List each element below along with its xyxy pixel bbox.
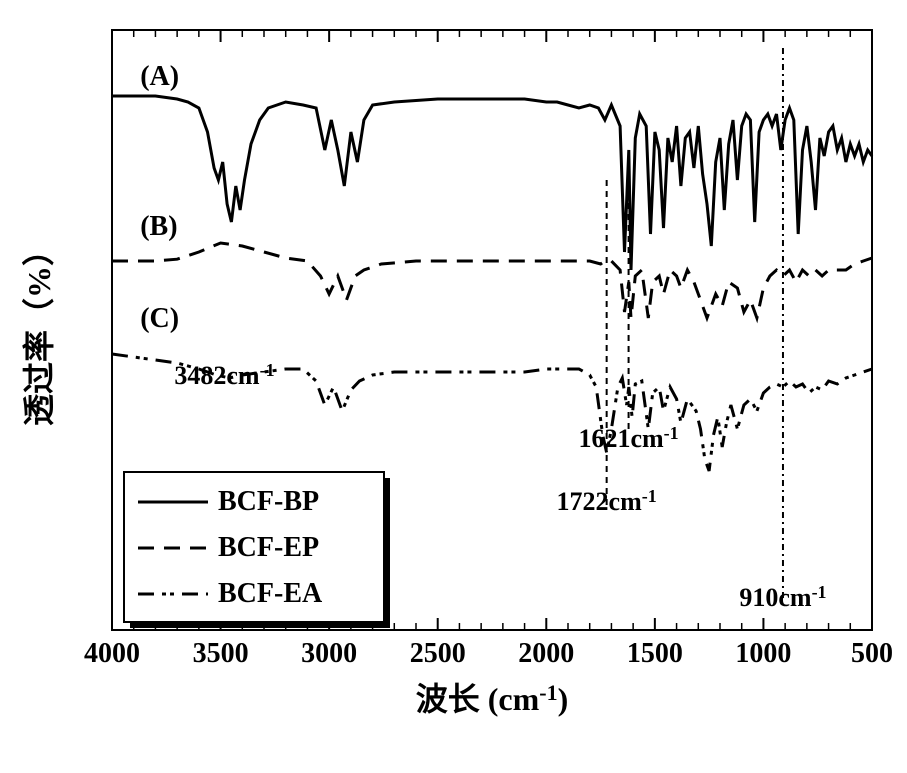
peak-annotation: 1722cm-1 bbox=[557, 486, 657, 516]
x-tick-label: 2500 bbox=[410, 638, 466, 669]
x-tick-label: 2000 bbox=[518, 638, 574, 669]
legend-label: BCF-EP bbox=[218, 532, 319, 563]
series-BCF-EP bbox=[112, 243, 872, 318]
ftir-chart: 4000 3500 3000 2500 2000 1500 1000 500 波长 (cm-1)… bbox=[0, 0, 907, 773]
peak-annotation: 1621cm-1 bbox=[578, 423, 678, 453]
series-label: (A) bbox=[140, 61, 179, 92]
x-tick-label: 1500 bbox=[627, 638, 683, 669]
x-tick-label: 4000 bbox=[84, 638, 140, 669]
legend-label: BCF-EA bbox=[218, 578, 323, 609]
series-label: (B) bbox=[140, 211, 177, 242]
x-tick-label: 500 bbox=[851, 638, 893, 669]
x-tick-label: 3500 bbox=[193, 638, 249, 669]
peak-annotation: 3482cm-1 bbox=[174, 360, 274, 390]
x-axis-title: 波长 (cm-1) bbox=[416, 680, 569, 717]
series-label: (C) bbox=[140, 303, 179, 334]
x-tick-label: 1000 bbox=[735, 638, 791, 669]
legend-label: BCF-BP bbox=[218, 486, 319, 517]
peak-annotation: 910cm-1 bbox=[739, 582, 826, 612]
y-axis-title: 透过率（%） bbox=[21, 234, 57, 426]
x-tick-label: 3000 bbox=[301, 638, 357, 669]
chart-svg: 4000 3500 3000 2500 2000 1500 1000 500 波长 (cm-1)… bbox=[0, 0, 907, 773]
